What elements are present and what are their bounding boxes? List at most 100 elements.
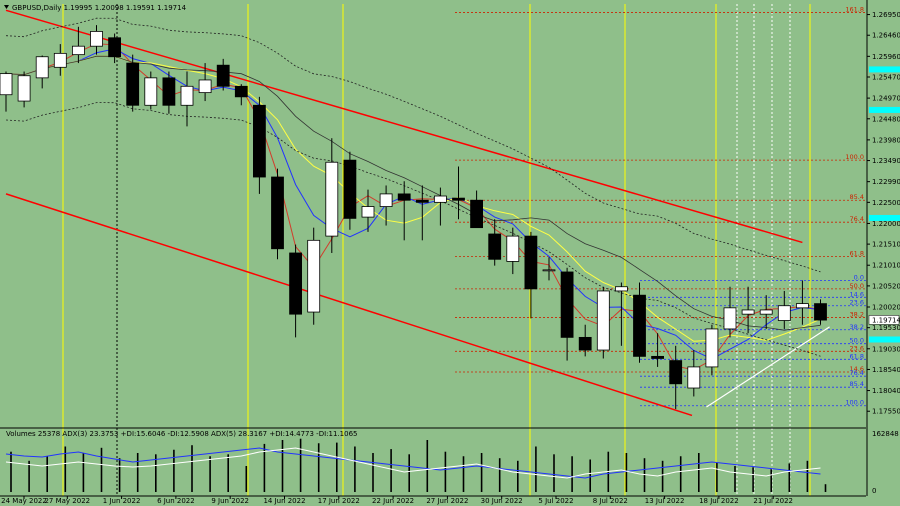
price-tick-label: 1.18540 [872,366,900,374]
di-line [5,447,821,479]
candle-body [72,45,85,56]
channel-lower-line [5,193,693,417]
price-label: 1.19714 [872,316,900,324]
candle-body [144,77,158,106]
time-tick-label: 22 Jun 2022 [372,497,414,505]
fib-level-label: 85.4 [850,380,864,388]
price-tick-label: 1.18040 [872,387,900,395]
fib-level-label: 0.0 [854,273,864,281]
time-tick-label: 27 May 2022 [44,497,90,505]
highlight-level [869,66,900,73]
candle-body [0,73,13,96]
time-tick-label: 27 Jun 2022 [426,497,468,505]
candle-body [307,239,321,313]
candle-body [796,303,809,309]
price-tick-label: 1.23980 [872,136,900,144]
candle-body [415,199,429,203]
fib-level-label: 23.6 [850,344,864,352]
header-text: GBPUSD,Daily 1.19995 1.20098 1.19591 1.1… [12,4,187,12]
time-tick-label: 1 Jun 2022 [103,497,141,505]
time-tick-label: 18 Jul 2022 [699,497,739,505]
price-tick-label: 1.23490 [872,157,900,165]
price-tick-label: 1.20020 [872,303,900,311]
candle-body [470,199,484,229]
fib-level-label: 76.4 [850,369,864,377]
fib-level-label: 50.0 [850,282,864,290]
candle-body [126,62,140,106]
fib-level-label: 76.4 [850,215,864,223]
fib-level-label: 14.6 [850,365,864,373]
price-axis: 1.26950 1.26460 1.25960 1.25470 1.24970 1.244… [866,0,900,496]
dropdown-icon[interactable] [4,5,9,9]
candle-body [289,252,303,315]
candle-body [596,290,610,351]
fib-level-label: 161.8 [845,5,864,13]
candle-body [506,235,520,262]
indicator-text: Volumes 25378 ADX(3) 23.3753 +DI:15.6046… [6,430,357,438]
candle-body [705,328,719,368]
ma-yellow [5,55,821,342]
fib-level-label: 100.0 [845,399,864,407]
candle-body [343,159,357,219]
candle-body [814,303,827,321]
indicator-panel: 162848 0 [0,427,899,495]
candle-body [361,206,375,218]
candle-body [90,31,103,47]
highlight-level [869,214,900,221]
highlight-level [869,336,900,343]
time-tick-label: 13 Jul 2022 [645,497,685,505]
adx-line [5,447,821,479]
candle-body [17,75,31,102]
fib-level-label: 100.0 [845,153,864,161]
fib-level-label: 23.6 [850,299,864,307]
price-tick-label: 1.24480 [872,115,900,123]
fib-level-label: 38.2 [850,311,864,319]
candle-body [687,366,701,389]
price-tick-label: 1.25470 [872,74,900,82]
candles [0,25,827,410]
candle-body [108,37,121,58]
time-tick-label: 30 Jun 2022 [481,497,523,505]
fib-level-label: 61.8 [850,249,864,257]
candle-body [379,193,393,207]
candle-body [452,197,465,201]
ma-red [5,43,821,371]
candle-body [252,104,266,178]
highlight-levels [869,66,900,343]
candle-body [433,195,447,203]
time-tick-label: 5 Jul 2022 [538,497,573,505]
price-tick-label: 1.19030 [872,345,900,353]
fib-level-label: 50.0 [850,337,864,345]
price-tick-label: 1.22000 [872,220,900,228]
time-tick-label: 9 Jun 2022 [211,497,249,505]
time-tick-label: 8 Jul 2022 [593,497,628,505]
price-tick-label: 1.26460 [872,32,900,40]
candle-body [633,294,646,357]
candle-body [271,176,284,250]
candle-body [35,56,49,79]
fib-level-label: 38.2 [850,323,864,331]
time-tick-label: 6 Jun 2022 [157,497,195,505]
candle-body [198,79,212,94]
ma-black [5,55,821,331]
candle-body [651,355,664,359]
price-tick-label: 1.21510 [872,241,900,249]
time-tick-label: 14 Jun 2022 [263,497,305,505]
price-tick-label: 1.22500 [872,199,900,207]
candle-body [180,85,194,106]
highlight-level [869,106,900,113]
ma-blue [5,48,821,360]
price-tick-label: 1.21010 [872,262,900,270]
vertical-markers [62,4,811,496]
candle-body [234,85,248,98]
price-tick-label: 1.24970 [872,95,900,103]
support-trendline [706,326,830,408]
price-tick-label: 1.19530 [872,324,900,332]
price-tick-label: 1.26950 [872,11,900,19]
candle-body [777,305,791,321]
candle-body [397,193,411,201]
candle-body [759,309,773,315]
price-tick-label: 1.17550 [872,408,900,416]
